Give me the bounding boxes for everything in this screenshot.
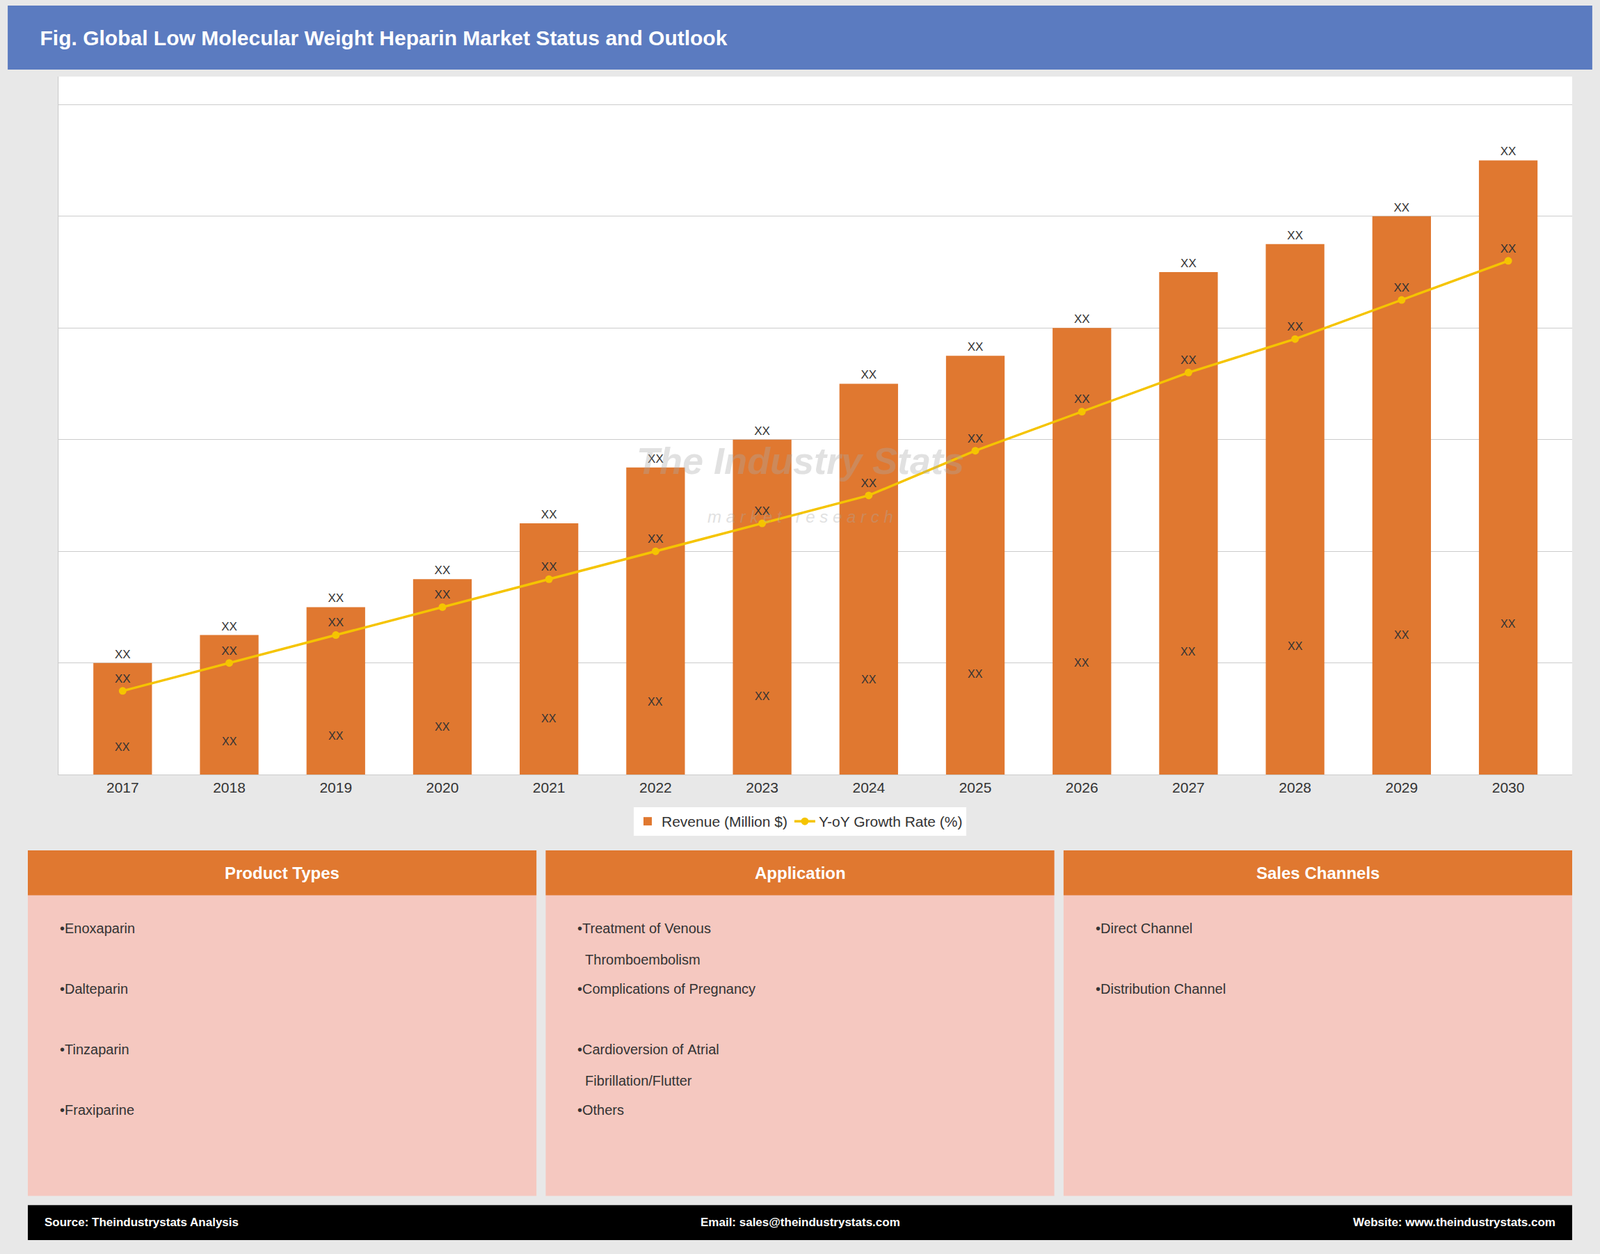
svg-text:XX: XX <box>327 615 344 629</box>
svg-text:XX: XX <box>1287 640 1303 652</box>
svg-text:XX: XX <box>1394 628 1410 641</box>
svg-text:XX: XX <box>860 368 877 382</box>
svg-text:2026: 2026 <box>1065 779 1099 796</box>
svg-text:2019: 2019 <box>319 779 352 796</box>
svg-text:2017: 2017 <box>106 779 140 796</box>
svg-text:Fibrillation/Flutter: Fibrillation/Flutter <box>577 1072 693 1088</box>
svg-text:XX: XX <box>1180 256 1197 270</box>
svg-text:XX: XX <box>327 591 344 605</box>
svg-text:XX: XX <box>1394 281 1411 295</box>
svg-text:Source: Theindustrystats Analy: Source: Theindustrystats Analysis <box>44 1215 239 1229</box>
svg-text:XX: XX <box>647 452 664 466</box>
svg-text:XX: XX <box>434 587 451 602</box>
svg-text:2027: 2027 <box>1172 779 1205 796</box>
svg-text:XX: XX <box>1180 353 1197 367</box>
svg-text:XX: XX <box>967 432 984 446</box>
svg-text:•Treatment of Venous: •Treatment of Venous <box>577 920 711 936</box>
svg-text:Application: Application <box>754 863 846 883</box>
svg-text:•Tinzaparin: •Tinzaparin <box>59 1041 130 1057</box>
svg-text:•Fraxiparine: •Fraxiparine <box>59 1101 135 1118</box>
svg-text:XX: XX <box>221 644 238 658</box>
svg-text:XX: XX <box>1074 312 1091 326</box>
svg-text:XX: XX <box>754 690 771 702</box>
svg-text:•Cardioversion of Atrial: •Cardioversion of Atrial <box>577 1041 720 1057</box>
svg-text:XX: XX <box>221 735 238 748</box>
svg-text:2030: 2030 <box>1492 779 1525 796</box>
svg-text:XX: XX <box>1074 656 1090 669</box>
svg-text:XX: XX <box>967 667 983 680</box>
svg-text:XX: XX <box>114 740 131 753</box>
svg-text:Sales Channels: Sales Channels <box>1256 863 1380 883</box>
svg-text:XX: XX <box>114 672 131 686</box>
svg-text:XX: XX <box>647 532 664 546</box>
svg-text:XX: XX <box>434 720 451 733</box>
svg-text:•Distribution Channel: •Distribution Channel <box>1095 980 1226 997</box>
svg-text:XX: XX <box>967 340 984 354</box>
svg-text:XX: XX <box>861 673 877 686</box>
svg-text:•Complications of Pregnancy: •Complications of Pregnancy <box>577 980 756 997</box>
svg-text:The Industry Stats: The Industry Stats <box>636 439 965 482</box>
svg-text:XX: XX <box>541 507 558 522</box>
svg-text:2022: 2022 <box>639 779 672 796</box>
svg-text:2018: 2018 <box>212 779 246 796</box>
svg-text:XX: XX <box>1500 242 1517 256</box>
svg-text:XX: XX <box>541 560 558 574</box>
svg-text:Fig. Global Low Molecular Weig: Fig. Global Low Molecular Weight Heparin… <box>40 26 728 50</box>
svg-text:•Enoxaparin: •Enoxaparin <box>59 920 135 936</box>
svg-text:Y-oY Growth Rate (%): Y-oY Growth Rate (%) <box>818 813 963 830</box>
svg-text:2024: 2024 <box>852 779 885 796</box>
svg-text:2023: 2023 <box>745 779 779 796</box>
svg-text:Email: sales@theindustrystats.: Email: sales@theindustrystats.com <box>700 1215 901 1229</box>
svg-text:XX: XX <box>1286 320 1303 334</box>
svg-text:Thromboembolism: Thromboembolism <box>577 951 701 967</box>
svg-text:XX: XX <box>114 647 131 661</box>
svg-text:m a r k e t r e s e a r c h: m a r k e t r e s e a r c h <box>707 507 894 526</box>
svg-text:•Others: •Others <box>577 1101 624 1118</box>
svg-text:XX: XX <box>328 729 344 742</box>
svg-text:2025: 2025 <box>959 779 992 796</box>
svg-text:XX: XX <box>754 504 771 518</box>
svg-text:2028: 2028 <box>1278 779 1312 796</box>
svg-text:XX: XX <box>434 563 451 577</box>
svg-text:XX: XX <box>1286 228 1303 243</box>
svg-text:2021: 2021 <box>532 779 566 796</box>
svg-text:XX: XX <box>860 476 877 490</box>
svg-text:Website: www.theindustrystats.: Website: www.theindustrystats.com <box>1353 1215 1556 1229</box>
svg-text:XX: XX <box>754 424 771 438</box>
svg-text:Product Types: Product Types <box>224 863 340 883</box>
svg-text:XX: XX <box>1180 645 1196 658</box>
svg-text:•Dalteparin: •Dalteparin <box>59 980 128 997</box>
svg-text:2029: 2029 <box>1385 779 1419 796</box>
svg-text:XX: XX <box>1500 617 1516 630</box>
svg-text:Revenue (Million $): Revenue (Million $) <box>661 813 788 830</box>
svg-text:XX: XX <box>1500 144 1517 158</box>
svg-text:XX: XX <box>541 712 557 725</box>
svg-text:2020: 2020 <box>426 779 460 796</box>
svg-text:XX: XX <box>647 695 663 708</box>
svg-text:•Direct Channel: •Direct Channel <box>1095 920 1193 936</box>
svg-text:XX: XX <box>1394 201 1411 215</box>
svg-text:XX: XX <box>221 619 238 634</box>
svg-text:XX: XX <box>1074 392 1091 406</box>
